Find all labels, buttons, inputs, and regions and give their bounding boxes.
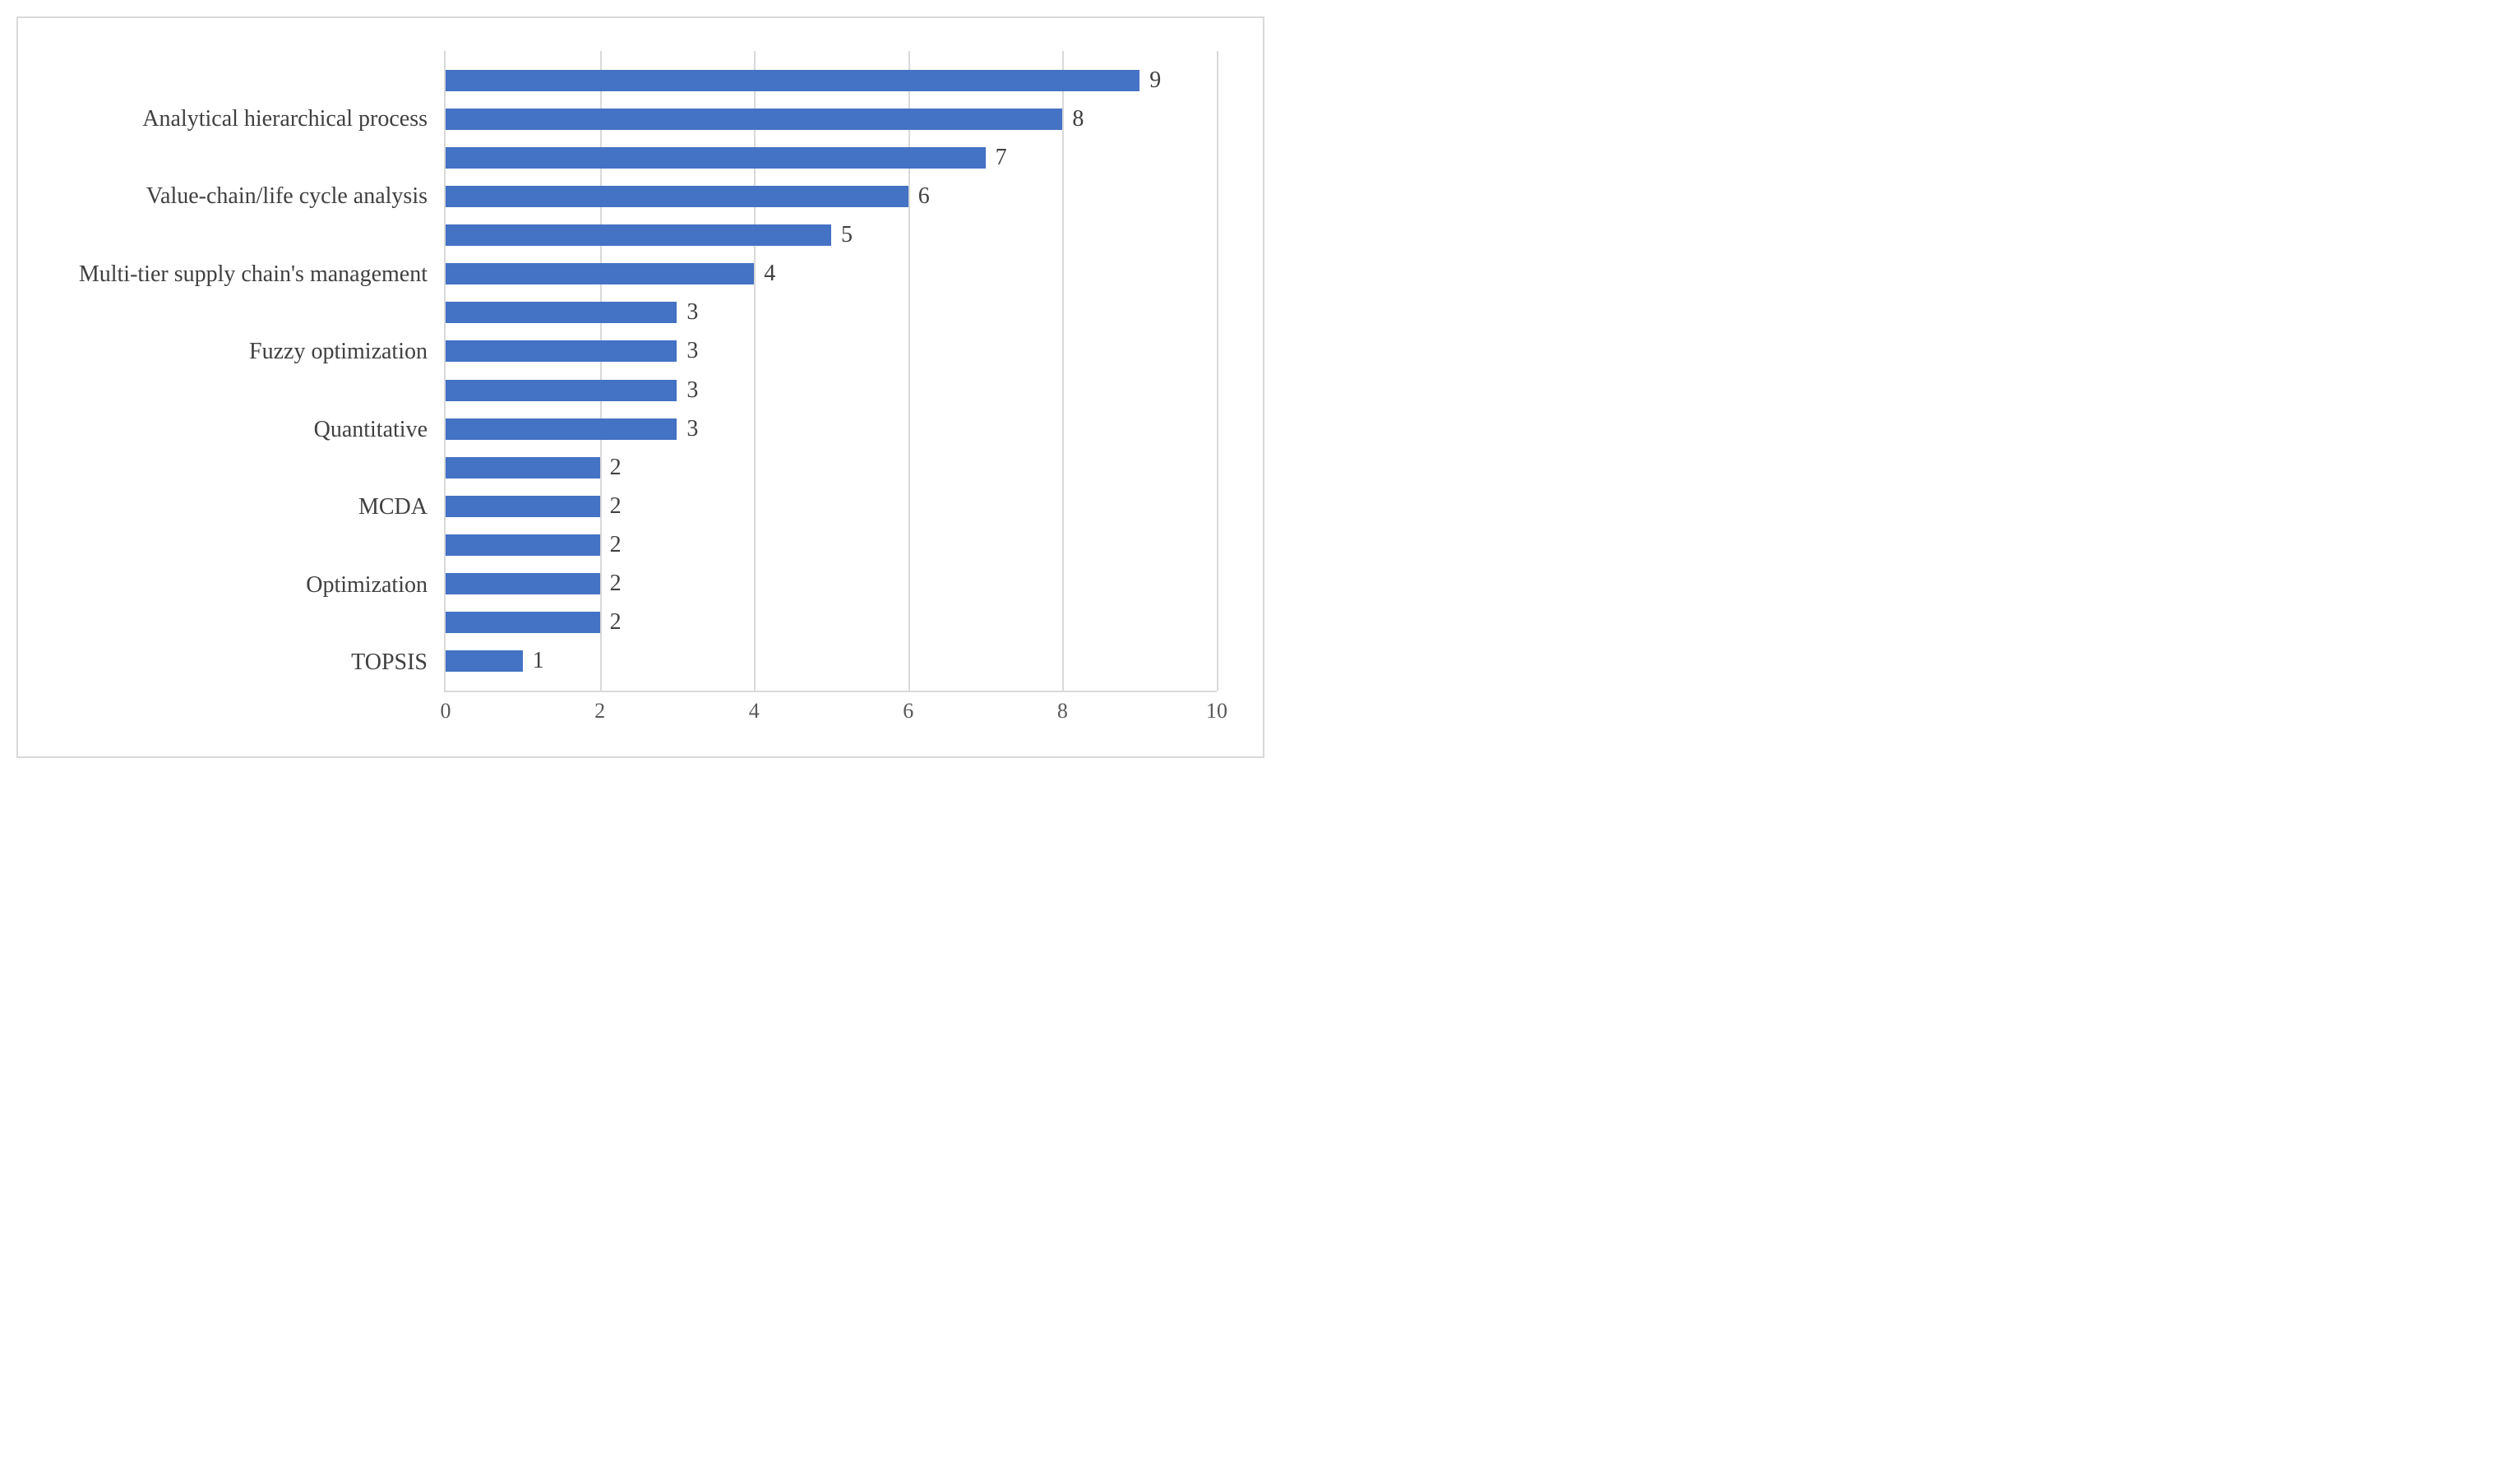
bar [446,263,754,284]
bar [446,457,600,478]
bar-value-label: 2 [610,493,622,520]
bar-value-label: 1 [533,648,544,674]
bar [446,650,523,672]
bar [446,418,677,440]
bar [446,224,831,246]
bar [446,573,600,594]
bar-row: 1 [446,650,1217,673]
bar-row: 2 [446,534,1217,557]
y-axis-label [18,380,436,403]
bar-value-label: 3 [686,416,698,442]
bar-value-label: 3 [686,299,698,326]
bar-row: 2 [446,495,1217,518]
bar-value-label: 4 [764,261,775,287]
bar-value-label: 3 [686,377,698,404]
bar-row: 4 [446,262,1217,285]
y-axis-label [18,302,436,325]
bar [446,147,986,169]
bar [446,496,600,517]
bar [446,70,1139,91]
bar-row: 3 [446,418,1217,441]
y-axis-label: Optimization [18,574,436,597]
bar-value-label: 7 [996,145,1007,171]
y-axis-label: Multi-tier supply chain's management [18,263,436,286]
y-axis-label [18,613,436,636]
bar-row: 3 [446,379,1217,402]
bar-row: 3 [446,340,1217,363]
x-tick-label: 4 [749,699,760,724]
y-axis-label [18,146,436,169]
bar-row: 8 [446,108,1217,131]
bar-row: 7 [446,146,1217,169]
bar [446,534,600,556]
y-axis-label [18,457,436,480]
bar-row: 9 [446,69,1217,92]
bar-value-label: 2 [610,532,622,558]
y-axis-label [18,69,436,92]
bar-value-label: 5 [841,222,853,248]
bar-row: 2 [446,456,1217,479]
bar [446,109,1062,130]
bar-row: 3 [446,301,1217,324]
bars-wrapper: 9 8 7 6 5 4 3 3 3 3 2 2 2 2 2 1 [446,51,1217,691]
bar-row: 6 [446,185,1217,208]
bar-value-label: 8 [1072,106,1084,132]
x-tick-label: 8 [1057,699,1068,724]
y-axis-label [18,535,436,558]
bar-value-label: 2 [610,609,622,636]
y-axis-label: Value-chain/life cycle analysis [18,185,436,208]
y-axis-label [18,224,436,247]
y-axis-label: TOPSIS [18,651,436,674]
bar [446,302,677,323]
bar [446,186,908,207]
x-tick-label: 6 [903,699,913,724]
y-axis-label: Fuzzy optimization [18,340,436,363]
gridline [1217,51,1218,691]
y-axis-label: Analytical hierarchical process [18,108,436,131]
bar-row: 2 [446,611,1217,634]
y-axis-labels: Analytical hierarchical process Value-cha… [18,51,436,692]
bar [446,340,677,362]
x-tick-label: 0 [441,699,451,724]
x-tick-label: 10 [1206,699,1227,724]
plot-area: 0246810 9876543333222221 [444,51,1217,692]
y-axis-label: MCDA [18,496,436,519]
chart-container: 0 2 4 6 8 10 9 8 7 6 5 4 3 3 3 3 2 2 2 2 2 1 Analytical hier… [16,16,1264,758]
x-tick-label: 2 [594,699,605,724]
bar [446,380,677,401]
bar-row: 5 [446,224,1217,247]
bar-value-label: 6 [918,183,930,210]
y-axis-label: Quantitative [18,418,436,442]
bar-row: 2 [446,572,1217,595]
bar-value-label: 2 [610,455,622,481]
bar [446,612,600,633]
bar-value-label: 9 [1149,67,1161,94]
bar-value-label: 2 [610,571,622,597]
bar-value-label: 3 [686,338,698,364]
